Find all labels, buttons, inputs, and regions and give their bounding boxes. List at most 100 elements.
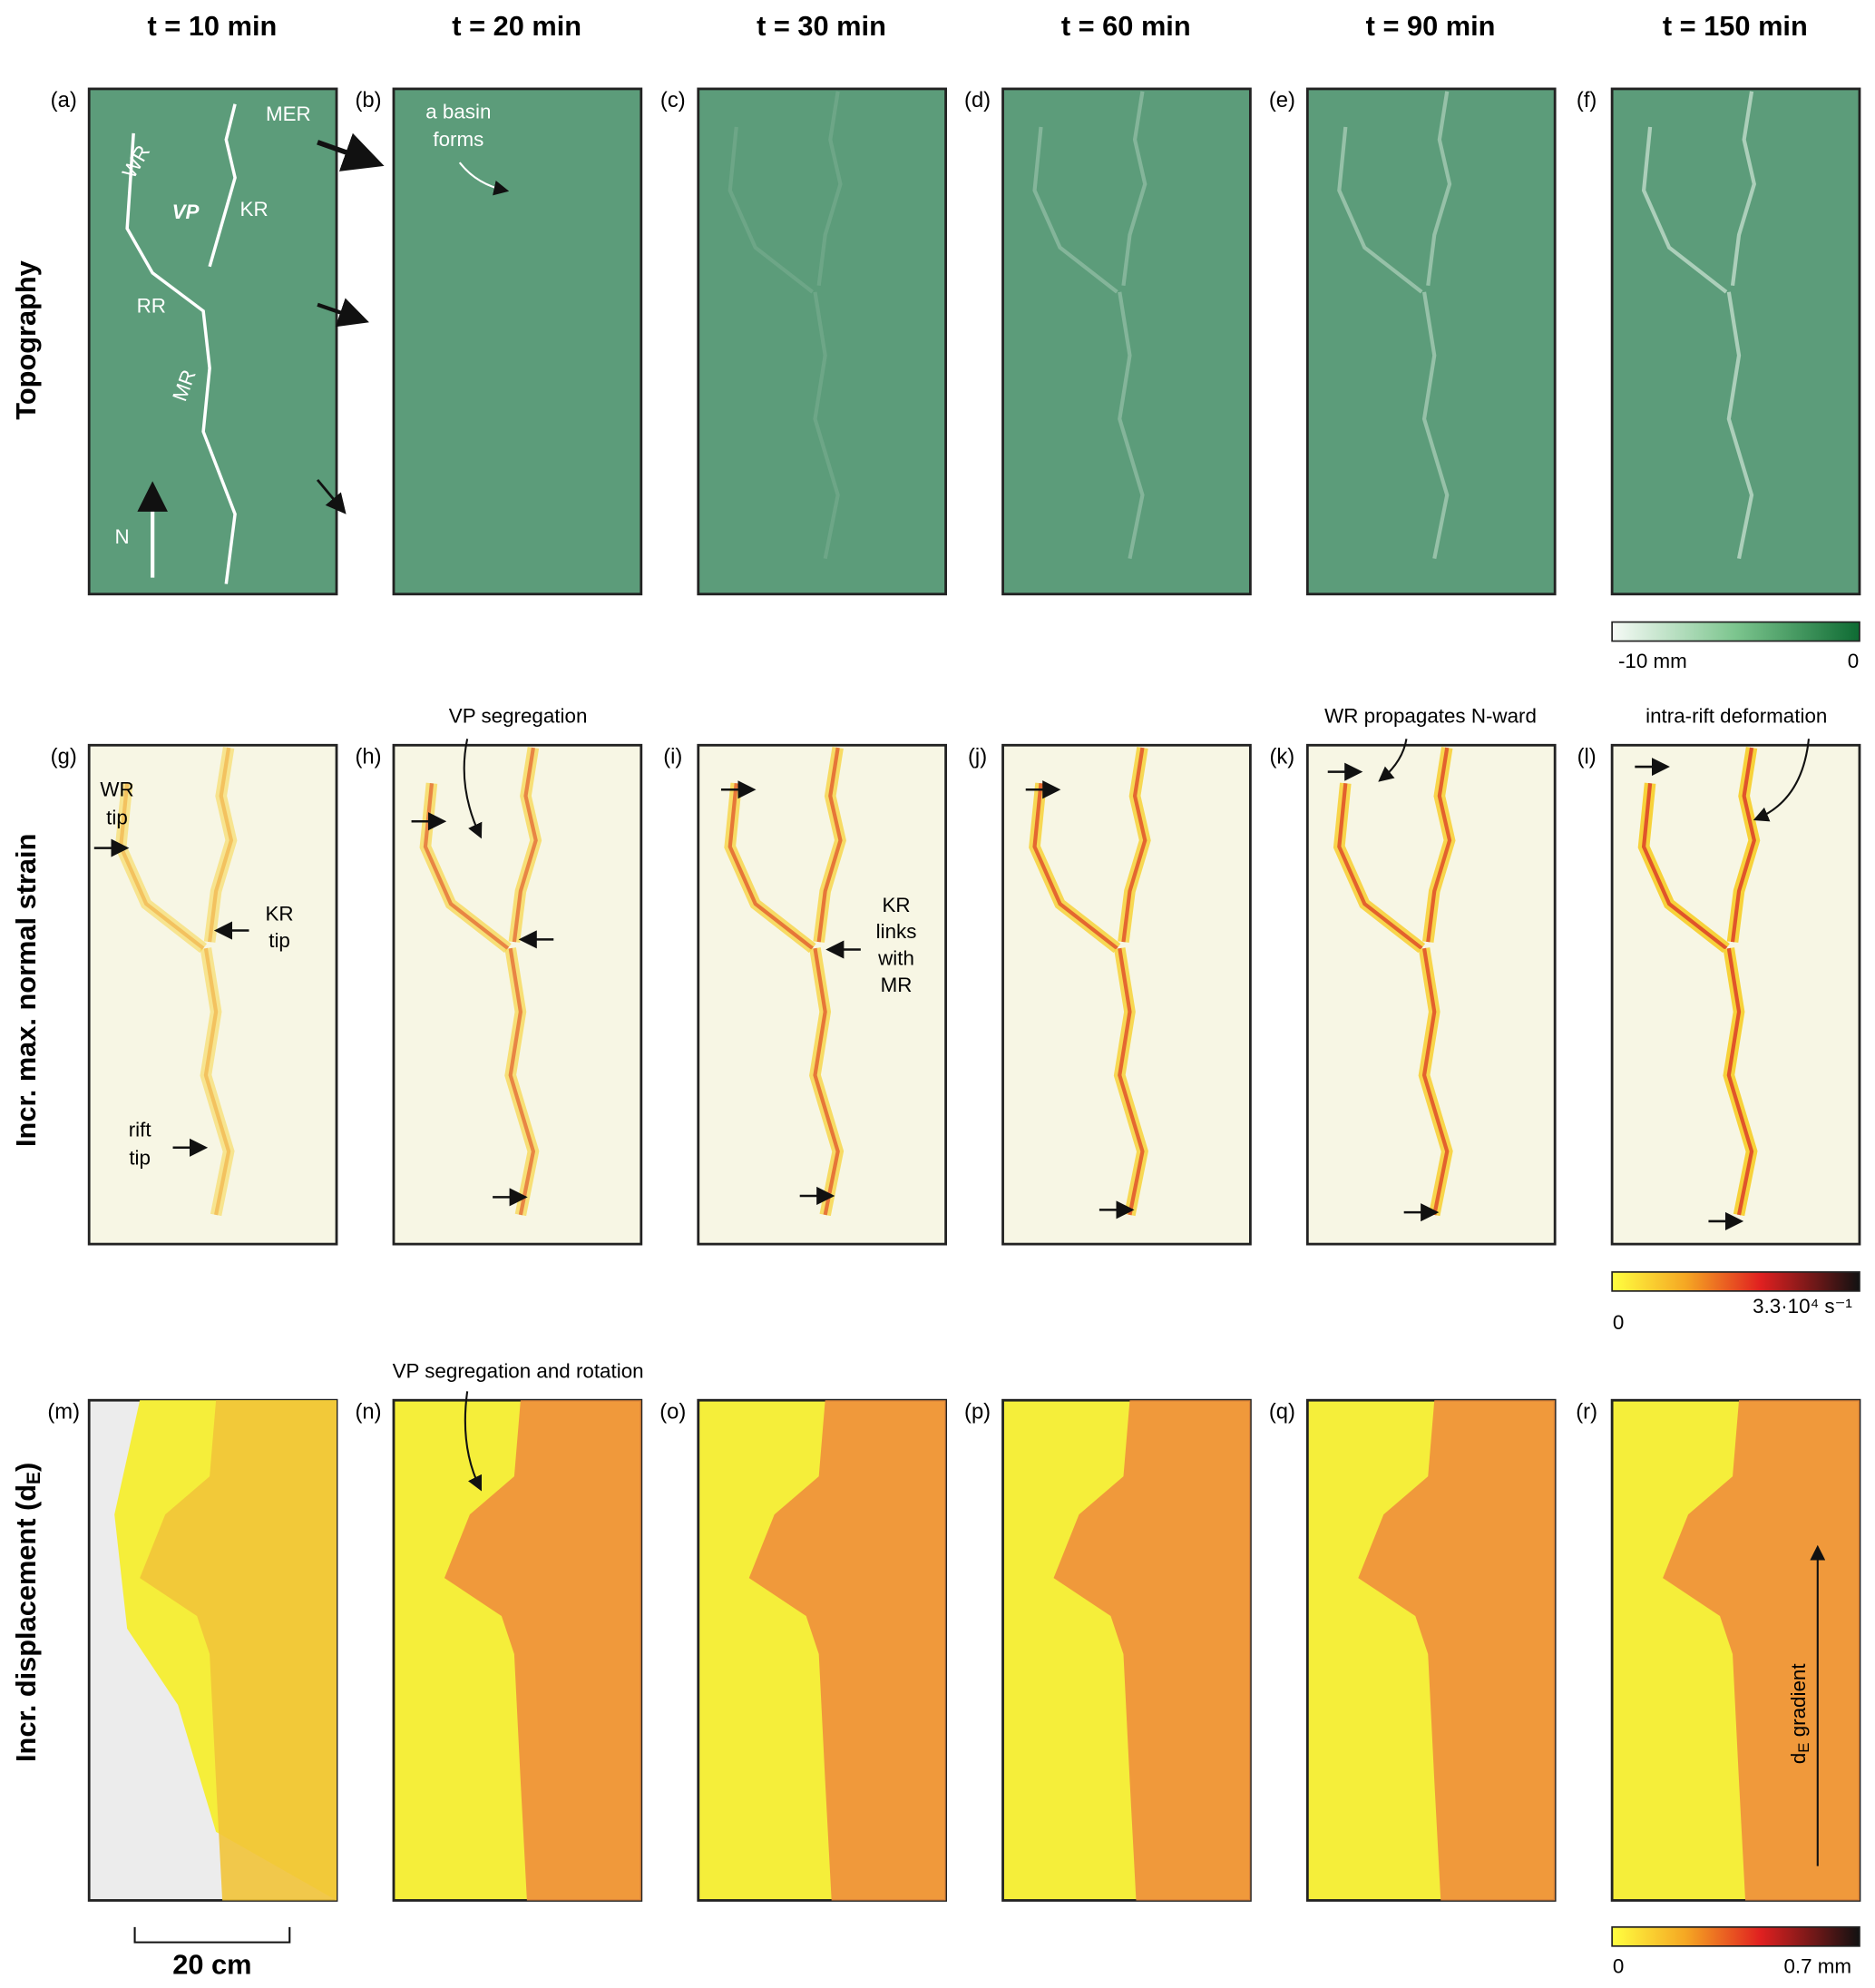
panel-label: (g) <box>51 745 77 769</box>
annotation-arrow <box>464 1391 483 1492</box>
panel <box>1610 743 1861 1246</box>
panel-label: (p) <box>964 1399 991 1424</box>
annotation-sub: E <box>1795 1743 1812 1753</box>
annotation-part: gradient <box>1787 1663 1810 1743</box>
panel <box>392 87 643 596</box>
rift-strain-core <box>512 747 538 943</box>
annotation: intra-rift deformation <box>1646 704 1827 727</box>
displacement-orange <box>1053 1400 1251 1901</box>
panel <box>1610 1398 1861 1902</box>
colorbar-label: 0 <box>1848 650 1859 672</box>
colorbar-label: 3.3·10⁴ s⁻¹ <box>1753 1295 1852 1317</box>
panel <box>392 1398 643 1902</box>
panel-label: (f) <box>1577 88 1597 113</box>
panel-label: (q) <box>1269 1399 1295 1424</box>
annotation: KR <box>266 903 294 925</box>
panel <box>697 87 947 596</box>
annotation: a basin <box>425 100 491 122</box>
panel <box>697 1398 947 1902</box>
panel-label: (c) <box>660 88 686 113</box>
topography-map <box>392 87 643 596</box>
column-header: t = 10 min <box>148 10 278 42</box>
rift-relief <box>813 291 840 560</box>
annotation: VP segregation <box>449 704 588 727</box>
panel-label: (i) <box>663 745 682 769</box>
rift-relief <box>1032 126 1118 294</box>
colorbar-label: -10 mm <box>1618 650 1687 672</box>
rift-strain-core <box>203 947 231 1216</box>
rift-strain-core <box>119 783 205 950</box>
displacement-orange <box>1358 1400 1556 1901</box>
rift-relief <box>1426 91 1452 287</box>
panel-label: (e) <box>1269 88 1295 113</box>
rift-strain-core <box>1730 747 1756 943</box>
annotation: N <box>114 525 129 548</box>
rift-trace <box>125 132 237 584</box>
column-header: t = 60 min <box>1061 10 1191 42</box>
annotation: tip <box>129 1146 151 1169</box>
column-header: t = 20 min <box>452 10 581 42</box>
panel <box>1305 1398 1557 1902</box>
annotation: WR propagates N-ward <box>1324 704 1537 727</box>
colorbar-label: 0 <box>1613 1311 1624 1334</box>
rift-relief <box>1118 291 1145 560</box>
colorbar <box>1611 1271 1860 1292</box>
annotation: MR <box>881 974 913 996</box>
annotation: rift <box>129 1119 152 1141</box>
panel <box>1305 743 1557 1246</box>
displacement-orange <box>140 1400 337 1901</box>
rift-strain-core <box>816 747 843 943</box>
rift-strain-core <box>1421 947 1450 1216</box>
row-title: Topography <box>10 260 42 419</box>
rift-strain-core <box>508 947 536 1216</box>
panel <box>1305 87 1557 596</box>
panel-label: (a) <box>51 88 77 113</box>
panel-label: (d) <box>964 88 991 113</box>
rift-strain-core <box>208 747 234 943</box>
rift-strain-core <box>1426 747 1452 943</box>
annotation: tip <box>269 929 290 952</box>
colorbar-label: 0.7 mm <box>1783 1955 1851 1978</box>
column-header: t = 30 min <box>757 10 886 42</box>
topography-map <box>1610 87 1861 596</box>
annotation: with <box>877 947 914 970</box>
rift-relief <box>816 91 843 287</box>
panel-label: (k) <box>1269 745 1294 769</box>
annotation-part: d <box>1787 1753 1810 1764</box>
rift-relief <box>1121 91 1147 287</box>
panel <box>1001 87 1252 596</box>
scale-bar-label: 20 cm <box>172 1948 251 1980</box>
annotation-arrow <box>1378 739 1408 782</box>
displacement-orange <box>444 1400 641 1901</box>
annotation: RR <box>137 294 166 317</box>
panel-label: (m) <box>47 1399 80 1424</box>
annotation: WR <box>100 779 133 801</box>
rift-relief <box>1730 91 1756 287</box>
rift-relief <box>1726 291 1754 560</box>
panel-label: (n) <box>355 1399 381 1424</box>
rift-strain-core <box>1118 947 1145 1216</box>
displacement-orange <box>1663 1400 1860 1901</box>
panel <box>1001 743 1252 1246</box>
rift-strain-core <box>1641 783 1728 950</box>
column-header: t = 90 min <box>1366 10 1496 42</box>
annotation: VP <box>172 201 200 223</box>
annotation: KR <box>882 894 910 916</box>
panel <box>697 743 947 1246</box>
panel <box>392 743 643 1246</box>
colorbar <box>1611 1926 1860 1947</box>
rift-trace <box>208 103 237 268</box>
row-title: Incr. max. normal strain <box>10 834 42 1147</box>
rift-strain-core <box>1032 783 1118 950</box>
annotation: KR <box>240 198 269 220</box>
annotation: dE gradient <box>1787 1663 1812 1764</box>
panel-label: (b) <box>355 88 381 113</box>
annotation-arrow <box>463 739 483 839</box>
rift-strain-core <box>728 783 814 950</box>
plate-motion-arrow <box>317 132 385 171</box>
rift-strain-core <box>1121 747 1147 943</box>
column-header: t = 150 min <box>1663 10 1808 42</box>
rift-relief <box>1421 291 1450 560</box>
panel <box>87 743 338 1246</box>
